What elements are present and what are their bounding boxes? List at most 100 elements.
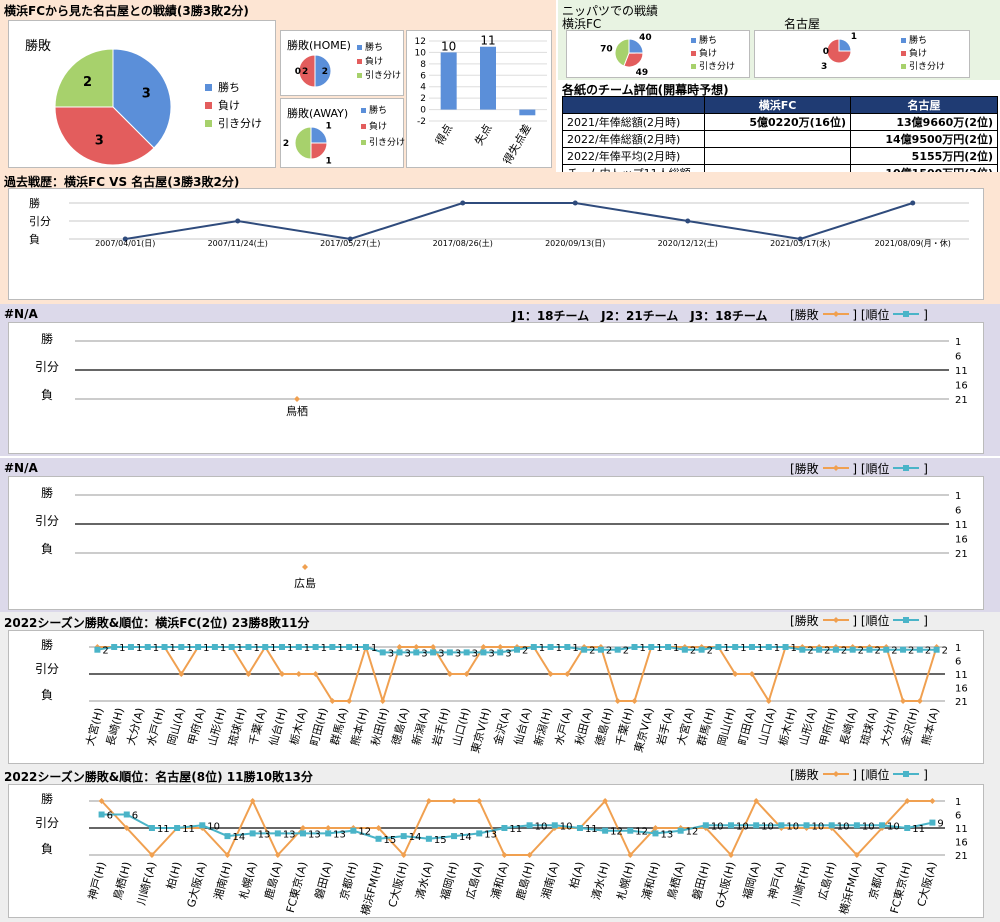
result-point [279,671,286,677]
opponent-label: 磐田(A) [312,860,335,900]
pie-slice [826,38,852,64]
rank-point [295,644,302,650]
rank-value-label: 11 [182,824,195,835]
y-tick-label: 8 [420,60,426,70]
opponent-label: 横浜FM(A) [836,860,863,916]
rank-tick-label: 11 [955,366,968,377]
result-point [312,671,319,677]
result-point [274,852,281,858]
rank-tick-label: 21 [955,395,968,406]
rank-value-label: 10 [207,821,220,832]
pie-value-label: 2 [83,75,92,90]
pie-slice [838,38,852,52]
result-point [446,671,453,677]
rank-value-label: 1 [321,643,327,654]
rank-point [933,646,940,653]
pie-value-label: 1 [326,157,332,167]
rank-value-label: 1 [354,643,360,654]
result-point [375,825,382,831]
rank-point [98,811,105,818]
opponent-label: 熊本(A) [918,706,941,746]
opponent-label: 千葉(A) [246,706,269,746]
result-point [916,698,923,704]
rank-point [883,646,890,653]
result-point [627,852,634,858]
rank-point [879,822,886,829]
rank-point [581,646,588,653]
x-tick-label: 得失点差 [500,122,534,167]
evaluation-table: 横浜FC 名古屋 2021/年俸総額(2月時) 5億0220万(16位) 13億… [562,96,998,182]
rank-tick-label: 11 [955,520,968,531]
rank-point [211,644,218,650]
rank-value-label: 1 [170,643,176,654]
rank-tick-label: 1 [955,643,961,654]
result-point [652,825,659,831]
rank-point [677,827,684,834]
rank-value-label: 10 [535,821,548,832]
opponent-label: 広島(A) [463,860,486,900]
rank-value-label: 3 [455,648,461,659]
opponent-label: 湘南(H) [211,860,235,901]
table-row: 2022/年俸平均(2月時) 5155万円(2位) [562,147,998,165]
rank-point [648,644,655,650]
rank-point [178,644,185,650]
opponent-label: FC東京(A) [283,860,310,914]
legend-result-marker [822,311,849,317]
result-line [100,798,933,857]
rank-value-label: 2 [942,646,948,657]
opponent-label: 広島(H) [815,860,839,901]
rank-point [94,646,101,653]
rank-tick-label: 6 [955,657,961,668]
na1-title: #N/A [4,307,38,321]
rank-value-label: 2 [606,646,612,657]
rank-tick-label: 11 [955,824,968,835]
rank-value-label: 13 [333,829,346,840]
rank-point [828,822,835,829]
opponent-label: 京都(H) [337,860,361,901]
nagoya-season-legend: [勝敗 ] [順位 ] [790,768,928,782]
x-tick-label: 2017/08/26(土) [433,238,493,248]
rank-value-label: 2 [589,646,595,657]
yokohama-season-legend: [勝敗 ] [順位 ] [790,614,928,628]
score-bar-box: 12 10 8 6 4 2 0 -2 10 得点 11 失点 得失点差 [406,30,552,168]
rank-point [597,646,604,653]
rank-value-label: 14 [459,832,472,843]
rank-value-label: 11 [157,824,170,835]
opponent-label: 柏(H) [163,860,184,891]
rank-value-label: 2 [891,646,897,657]
opponent-label: 金沢(A) [490,706,513,746]
rank-value-label: 1 [337,643,343,654]
opponent-label: 琉球(A) [857,706,880,746]
rank-point [816,646,823,653]
legend-result-marker [822,617,849,623]
rank-point [614,646,621,653]
x-tick-label: 2021/03/17(水) [770,238,830,248]
rank-value-label: 1 [774,643,780,654]
rank-value-label: 2 [841,646,847,657]
rank-value-label: 12 [686,827,699,838]
y-axis-label: 負 [41,842,53,856]
opponent-label: 川崎F(A) [134,860,159,907]
opponent-label: FC東京(H) [887,860,914,915]
result-point [497,644,504,650]
yokohama-season-title: 2022シーズン勝敗&順位：横浜FC(2位) 23勝8敗11分 [4,616,310,630]
opponent-label: 徳島(A) [388,706,411,746]
rank-value-label: 6 [132,811,138,822]
opponent-label: 鳥栖(H) [110,860,134,901]
summary-title: 横浜FCから見た名古屋との戦績(3勝3敗2分) [4,4,249,18]
nippatsu-yokohama-label: 横浜FC [562,17,602,31]
nippatsu-yokohama-pie: 40 49 70 [600,33,651,78]
opponent-label: 浦和(H) [640,860,663,901]
opponent-label: 水戸(A) [552,706,574,746]
data-point [460,200,466,206]
rank-point [199,822,206,829]
rank-point [300,830,306,837]
result-point [178,671,185,677]
opponent-label: 大宮(A) [674,706,697,746]
table-row: 2022/年俸総額(2月時) 14億9500万円(2位) [562,130,998,148]
rank-point [329,644,336,650]
y-axis-label: 勝 [41,637,53,652]
y-axis-label: 負 [41,542,53,556]
